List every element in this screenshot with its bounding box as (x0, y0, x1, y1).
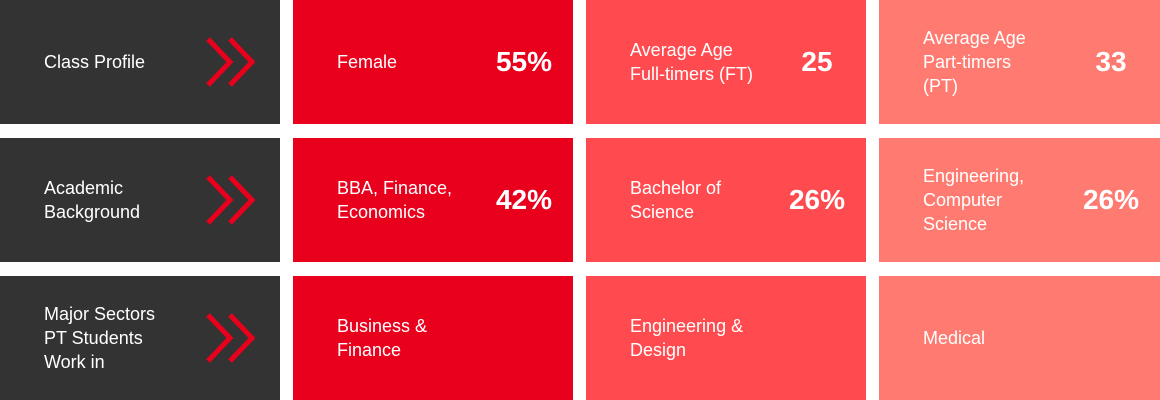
label-line: Part-timers (923, 52, 1012, 72)
label-line: Work in (44, 352, 105, 372)
label-line: Computer (923, 190, 1003, 210)
chevron-icon (206, 313, 256, 363)
chevron-icon (206, 37, 256, 87)
label-line: Science (923, 214, 988, 234)
row-header: Class Profile (0, 0, 280, 124)
stat-value: 55% (495, 46, 553, 77)
label-line: Medical (923, 328, 986, 348)
label: Business & Finance (337, 314, 427, 362)
label-line: Average Age (630, 40, 733, 60)
label-line: Average Age (923, 28, 1026, 48)
stat-value: 25 (801, 46, 833, 77)
label-line: Academic (44, 178, 124, 198)
label: Average Age Full-timers (FT) (630, 38, 753, 86)
label: BBA, Finance, Economics (337, 176, 452, 224)
stat-value: 26% (1082, 184, 1140, 215)
stat-card: Average Age Full-timers (FT) 25 (586, 0, 866, 124)
stat-card: BBA, Finance, Economics 42% (293, 138, 573, 262)
stat-card: Engineering & Design (586, 276, 866, 400)
label-line: (PT) (923, 76, 958, 96)
label-line: BBA, Finance, (337, 178, 453, 198)
stat-card: Bachelor of Science 26% (586, 138, 866, 262)
stat-card: Business & Finance (293, 276, 573, 400)
label: Medical (923, 326, 985, 350)
label-line: Major Sectors (44, 304, 156, 324)
label-line: Engineering, (923, 166, 1025, 186)
stat-value: 42% (495, 184, 553, 215)
label-line: PT Students (44, 328, 143, 348)
label: Engineering & Design (630, 314, 743, 362)
stat-card: Engineering, Computer Science 26% (879, 138, 1160, 262)
chevron-icon (206, 175, 256, 225)
stat-card: Female 55% (293, 0, 573, 124)
label: Engineering, Computer Science (923, 164, 1024, 236)
label-line: Class Profile (44, 52, 146, 72)
label: Bachelor of Science (630, 176, 721, 224)
label-line: Design (630, 340, 687, 360)
stat-value: 33 (1095, 46, 1127, 77)
label-line: Business & (337, 316, 428, 336)
label: Female (337, 50, 397, 74)
row-header: Academic Background (0, 138, 280, 262)
label-line: Full-timers (FT) (630, 64, 753, 84)
label-line: Science (630, 202, 695, 222)
stat-card: Medical (879, 276, 1160, 400)
label-line: Female (337, 52, 398, 72)
stat-value: 26% (788, 184, 846, 215)
label: Major Sectors PT Students Work in (44, 302, 155, 374)
label-line: Bachelor of (630, 178, 722, 198)
label: Class Profile (44, 50, 145, 74)
label: Average Age Part-timers (PT) (923, 26, 1026, 98)
row-header: Major Sectors PT Students Work in (0, 276, 280, 400)
label: Academic Background (44, 176, 140, 224)
label-line: Background (44, 202, 141, 222)
label-line: Economics (337, 202, 426, 222)
label-line: Engineering & (630, 316, 744, 336)
stat-card: Average Age Part-timers (PT) 33 (879, 0, 1160, 124)
label-line: Finance (337, 340, 402, 360)
